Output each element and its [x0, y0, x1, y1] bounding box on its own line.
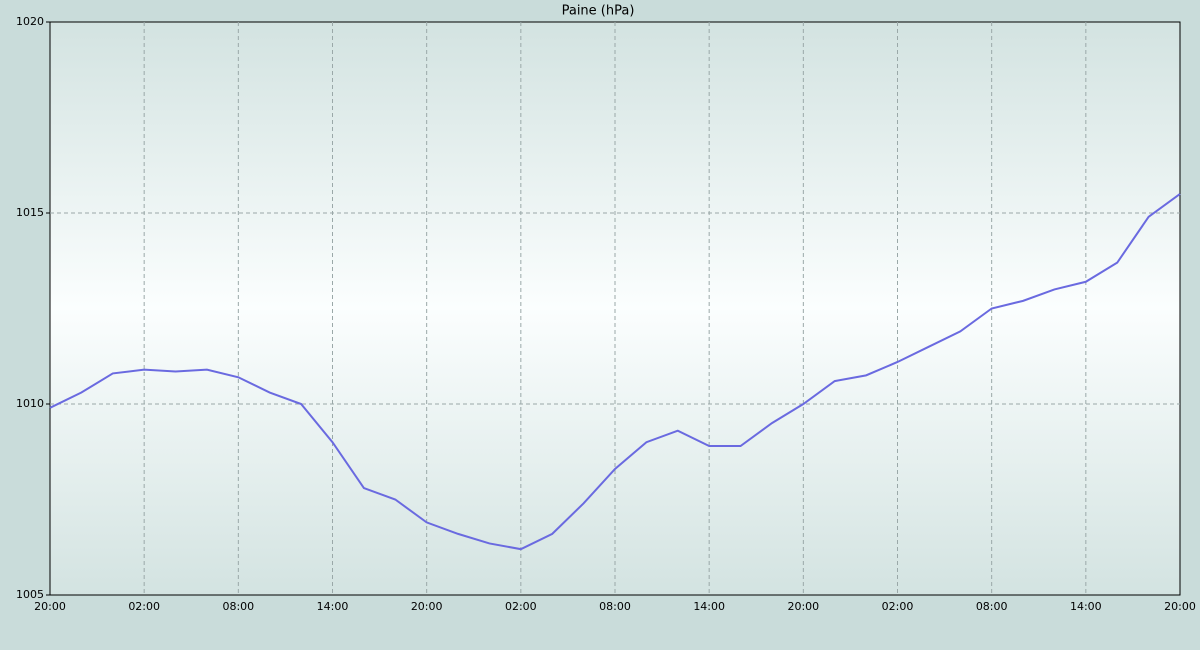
x-tick-label: 20:00: [411, 600, 443, 613]
y-tick-label: 1015: [16, 206, 44, 219]
x-tick-label: 02:00: [882, 600, 914, 613]
x-tick-label: 08:00: [599, 600, 631, 613]
x-tick-label: 08:00: [222, 600, 254, 613]
x-tick-label: 14:00: [693, 600, 725, 613]
x-tick-label: 20:00: [787, 600, 819, 613]
y-tick-label: 1020: [16, 15, 44, 28]
x-tick-label: 20:00: [34, 600, 66, 613]
x-tick-label: 20:00: [1164, 600, 1196, 613]
x-tick-label: 14:00: [317, 600, 349, 613]
chart-title: Paine (hPa): [562, 4, 635, 19]
x-tick-label: 08:00: [976, 600, 1008, 613]
x-tick-label: 02:00: [505, 600, 537, 613]
x-tick-label: 02:00: [128, 600, 160, 613]
y-tick-label: 1005: [16, 588, 44, 601]
y-tick-label: 1010: [16, 397, 44, 410]
data-line: [49, 193, 1181, 551]
x-tick-label: 14:00: [1070, 600, 1102, 613]
